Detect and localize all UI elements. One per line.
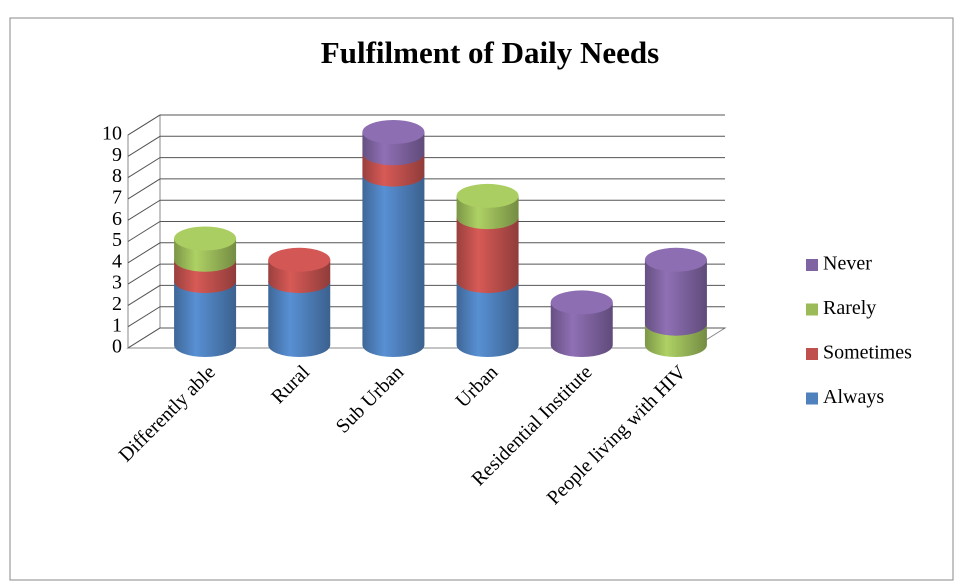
grid-line (127, 263, 725, 285)
legend-label: Sometimes (823, 342, 912, 364)
grid-line (127, 135, 725, 157)
grid-line (127, 199, 725, 221)
grid-line (127, 157, 725, 179)
y-tick-label: 10 (102, 123, 122, 145)
cylinder-top (174, 226, 237, 251)
cylinder-segment (268, 281, 331, 357)
cylinder-top (644, 247, 707, 272)
legend-swatch (806, 392, 818, 405)
cylinder-top (456, 183, 519, 208)
cylinder-segment (174, 281, 237, 357)
y-tick-label: 8 (112, 165, 122, 187)
cylinder-top (550, 290, 613, 315)
legend-label: Never (823, 253, 872, 275)
legend-swatch (806, 259, 818, 271)
legend-label: Rarely (823, 297, 876, 319)
grid-line (127, 327, 725, 349)
grid-line (127, 284, 725, 306)
y-tick-label: 7 (112, 186, 122, 208)
y-tick-label: 6 (112, 208, 122, 230)
cylinder-segment (644, 259, 707, 336)
y-tick-label: 9 (112, 144, 122, 166)
grid-line (127, 242, 725, 264)
cylinder-segment (456, 281, 519, 357)
grid-line (127, 178, 725, 200)
cylinder-segment (550, 302, 613, 357)
grid-line (127, 306, 725, 328)
legend-swatch (806, 348, 818, 360)
y-tick-label: 5 (112, 229, 122, 251)
cylinder-top (268, 247, 331, 272)
grid-line (127, 114, 725, 136)
y-tick-label: 2 (112, 293, 122, 315)
cylinder-segment (456, 217, 519, 294)
y-tick-label: 3 (112, 272, 122, 294)
grid-line (127, 221, 725, 242)
cylinder-top (362, 120, 425, 144)
y-tick-label: 0 (112, 336, 122, 358)
y-tick-label: 1 (112, 314, 122, 336)
legend-swatch (806, 303, 818, 316)
legend-label: Always (823, 386, 884, 408)
cylinder-segment (362, 174, 425, 357)
y-tick-label: 4 (112, 250, 122, 272)
chart-title: Fulfilment of Daily Needs (321, 35, 659, 70)
